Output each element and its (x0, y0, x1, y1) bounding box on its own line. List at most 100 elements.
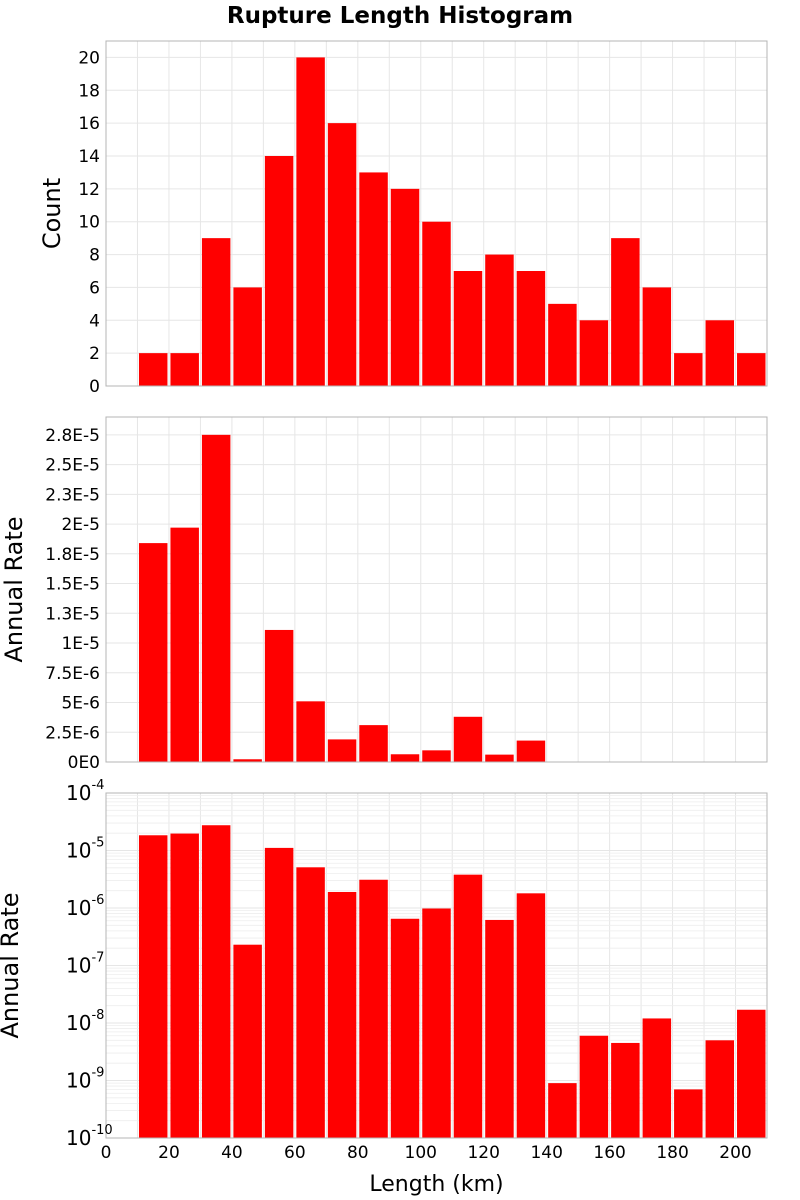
x-tick-label: 160 (593, 1143, 625, 1163)
x-tick-label: 180 (656, 1143, 688, 1163)
bar (201, 238, 231, 386)
bar (453, 271, 483, 386)
bar (170, 833, 199, 1138)
bar (485, 754, 514, 762)
y-tick-label: 1.5E-5 (45, 575, 100, 595)
y-tick-label: 16 (78, 114, 100, 134)
bar (516, 893, 546, 1138)
y-tick-label: 12 (78, 180, 100, 200)
x-axis-label: Length (km) (369, 1172, 503, 1197)
bar (264, 629, 294, 762)
bar (390, 188, 420, 386)
bar (453, 716, 483, 762)
y-tick-label: 0 (89, 377, 100, 397)
bar (264, 156, 294, 386)
bar (453, 874, 483, 1138)
y-tick-label: 2E-5 (61, 515, 100, 535)
bar (264, 847, 294, 1138)
x-tick-label: 80 (347, 1143, 369, 1163)
bar (138, 353, 168, 386)
y-tick-label: 10-7 (66, 951, 104, 978)
y-tick-label: 10 (78, 213, 100, 233)
panel-count: 0 2 4 6 8 10 12 14 16 18 20 Count (38, 40, 768, 397)
bar (170, 353, 199, 386)
bar (516, 740, 546, 762)
y-tick-label: 6 (89, 278, 100, 298)
y-axis-label: Count (38, 178, 66, 249)
bar (138, 543, 168, 762)
y-tick-label: 10-10 (66, 1123, 113, 1150)
bar (327, 891, 357, 1138)
bar (674, 353, 703, 386)
bar (485, 919, 514, 1138)
bar (296, 701, 325, 762)
bar (422, 750, 451, 762)
bar (485, 254, 514, 386)
y-tick-label: 7.5E-6 (45, 664, 100, 684)
x-tick-label: 100 (405, 1143, 437, 1163)
bar (390, 754, 420, 762)
y-tick-label: 10-9 (66, 1066, 104, 1093)
bar (327, 123, 357, 387)
bar (642, 1018, 672, 1138)
bar (390, 918, 420, 1138)
y-tick-label: 18 (78, 81, 100, 101)
bar (359, 725, 388, 762)
bar (233, 759, 262, 762)
x-tick-label: 140 (530, 1143, 562, 1163)
y-tick-label: 20 (78, 48, 100, 68)
x-tick-label: 20 (158, 1143, 180, 1163)
y-tick-label: 10-4 (66, 778, 104, 805)
bar (674, 1089, 703, 1138)
bar (705, 320, 735, 386)
y-tick-label: 1E-5 (61, 634, 100, 654)
bar (359, 172, 388, 386)
y-tick-label: 8 (89, 246, 100, 266)
x-tick-label: 60 (284, 1143, 306, 1163)
chart-title: Rupture Length Histogram (227, 3, 573, 29)
x-tick-label: 200 (719, 1143, 751, 1163)
plot-frame (105, 792, 768, 1139)
bar (296, 57, 325, 387)
bar (422, 221, 451, 386)
y-tick-label: 10-8 (66, 1008, 104, 1035)
bar (737, 353, 766, 386)
x-tick-label: 0 (101, 1143, 112, 1163)
bar (642, 287, 672, 386)
bar (233, 287, 262, 386)
y-axis-label: Annual Rate (0, 516, 28, 662)
bar (327, 739, 357, 762)
bar (548, 303, 577, 386)
y-tick-label: 1.3E-5 (45, 604, 100, 624)
bar (422, 908, 451, 1138)
x-tick-label: 120 (467, 1143, 499, 1163)
bar (296, 867, 325, 1138)
y-tick-label: 2 (89, 344, 100, 364)
bar (201, 434, 231, 762)
y-tick-label: 10-6 (66, 893, 104, 920)
bar (233, 944, 262, 1138)
y-tick-label: 2.5E-5 (45, 456, 100, 476)
y-tick-label: 4 (89, 311, 100, 331)
bar (170, 527, 199, 762)
bar (359, 879, 388, 1138)
x-tick-label: 40 (221, 1143, 243, 1163)
y-tick-label: 14 (78, 147, 100, 167)
bar (201, 825, 231, 1138)
y-tick-label: 0E0 (68, 753, 100, 773)
panel-rate-linear: 0E0 2.5E-6 5E-6 7.5E-6 1E-5 1.3E-5 1.5E-5 1.8E-… (0, 416, 768, 773)
y-tick-label: 2.5E-6 (45, 723, 100, 743)
plot-frame (105, 416, 768, 763)
y-tick-label: 1.8E-5 (45, 545, 100, 565)
bar (516, 271, 546, 386)
y-tick-label: 5E-6 (61, 694, 100, 714)
bar (705, 1040, 735, 1138)
y-tick-label: 10-5 (66, 836, 104, 863)
y-tick-label: 2.8E-5 (45, 426, 100, 446)
bar (548, 1083, 577, 1138)
bar (579, 1035, 609, 1138)
bar (737, 1009, 766, 1138)
bar (611, 238, 640, 386)
bar (579, 320, 609, 386)
